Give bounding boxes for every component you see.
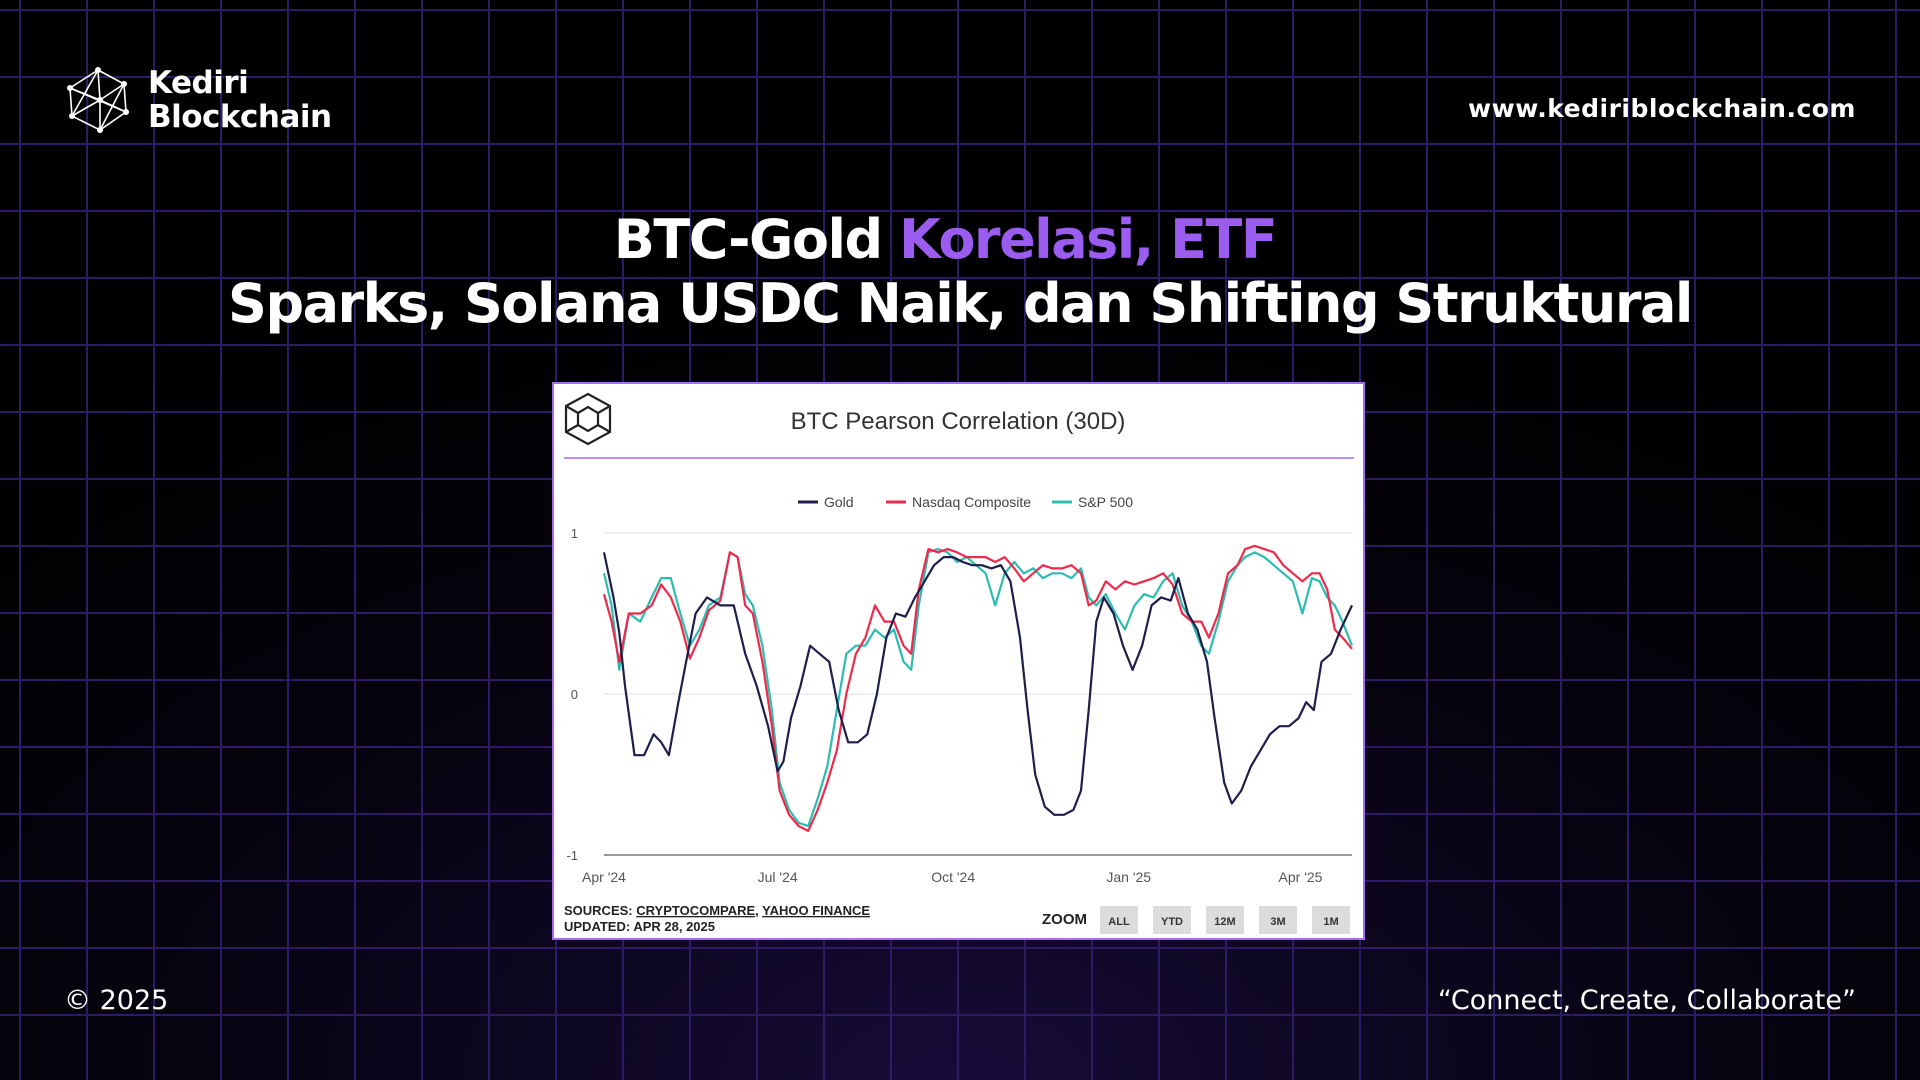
x-axis: Apr '24 Jul '24 Oct '24 Jan '25 Apr '25 <box>582 869 1323 885</box>
series-line-0 <box>602 552 1353 816</box>
source-link-1[interactable]: YAHOO FINANCE <box>762 903 870 918</box>
zoom-button-bg[interactable] <box>1312 906 1350 934</box>
series-line-1 <box>602 544 1353 832</box>
zoom-button-ytd[interactable]: YTD <box>1153 906 1191 934</box>
y-tick-label-0: 1 <box>571 526 578 541</box>
series-line-2 <box>602 548 1354 828</box>
headline-accent-text: Korelasi, ETF <box>898 208 1278 271</box>
x-tick-label-4: Apr '25 <box>1279 869 1323 885</box>
zoom-button-bg[interactable] <box>1259 906 1297 934</box>
zoom-button-label[interactable]: YTD <box>1161 916 1183 928</box>
sources-separator: , <box>755 903 762 918</box>
headline-line2: Sparks, Solana USDC Naik, dan Shifting S… <box>228 272 1693 335</box>
x-tick-label-3: Jan '25 <box>1106 869 1151 885</box>
chart-footer: SOURCES: CRYPTOCOMPARE, YAHOO FINANCE UP… <box>564 903 870 934</box>
y-tick-label-1: 0 <box>571 687 578 702</box>
zoom-button-label[interactable]: 3M <box>1270 916 1285 928</box>
zoom-button-bg[interactable] <box>1206 906 1244 934</box>
zoom-button-label[interactable]: 12M <box>1214 916 1235 928</box>
zoom-button-bg[interactable] <box>1153 906 1191 934</box>
website-link[interactable]: www.kediriblockchain.com <box>1468 94 1856 123</box>
legend-label-2[interactable]: S&P 500 <box>1078 494 1133 510</box>
chart-logo-icon <box>564 392 612 446</box>
brand-name: Kediri Blockchain <box>148 66 332 134</box>
brand-name-line2: Blockchain <box>148 99 332 135</box>
updated-text: UPDATED: APR 28, 2025 <box>564 919 715 934</box>
chart-gridlines <box>604 532 1352 856</box>
zoom-button-bg[interactable] <box>1100 906 1138 934</box>
brand[interactable]: Kediri Blockchain <box>64 66 332 134</box>
series-lines <box>602 544 1354 832</box>
legend-label-1[interactable]: Nasdaq Composite <box>912 494 1031 510</box>
legend-label-0[interactable]: Gold <box>824 494 854 510</box>
zoom-button-label[interactable]: 1M <box>1323 916 1338 928</box>
copyright: © 2025 <box>64 985 169 1016</box>
zoom-buttons: ALL YTD 12M 3M 1M <box>1100 906 1350 934</box>
x-tick-label-0: Apr '24 <box>582 869 626 885</box>
x-tick-label-2: Oct '24 <box>931 869 975 885</box>
zoom-button-12m[interactable]: 12M <box>1206 906 1244 934</box>
y-tick-label-2: -1 <box>566 848 578 863</box>
zoom-button-1m[interactable]: 1M <box>1312 906 1350 934</box>
x-tick-label-1: Jul '24 <box>758 869 798 885</box>
sources-line: SOURCES: CRYPTOCOMPARE, YAHOO FINANCE <box>564 903 870 918</box>
chart-title: BTC Pearson Correlation (30D) <box>791 408 1126 435</box>
correlation-chart: BTC Pearson Correlation (30D) Gold Nasdaq… <box>564 392 1354 934</box>
chart-card: BTC Pearson Correlation (30D) Gold Nasdaq… <box>552 382 1365 940</box>
headline-line1: BTC-Gold Korelasi, ETF <box>0 208 1920 272</box>
y-axis: 1 0 -1 <box>566 526 578 863</box>
source-link-0[interactable]: CRYPTOCOMPARE <box>636 903 755 918</box>
headline-white-text: BTC-Gold <box>613 208 899 271</box>
chart-legend: Gold Nasdaq Composite S&P 500 <box>798 494 1133 510</box>
sources-prefix: SOURCES: <box>564 903 636 918</box>
brand-name-line1: Kediri <box>148 65 249 101</box>
zoom-button-all[interactable]: ALL <box>1100 906 1138 934</box>
zoom-button-label[interactable]: ALL <box>1108 916 1130 928</box>
headline: BTC-Gold Korelasi, ETF Sparks, Solana US… <box>0 208 1920 336</box>
tagline: “Connect, Create, Collaborate” <box>1437 985 1856 1016</box>
network-polyhedron-icon <box>67 67 129 133</box>
zoom-button-3m[interactable]: 3M <box>1259 906 1297 934</box>
zoom-label: ZOOM <box>1042 911 1087 928</box>
